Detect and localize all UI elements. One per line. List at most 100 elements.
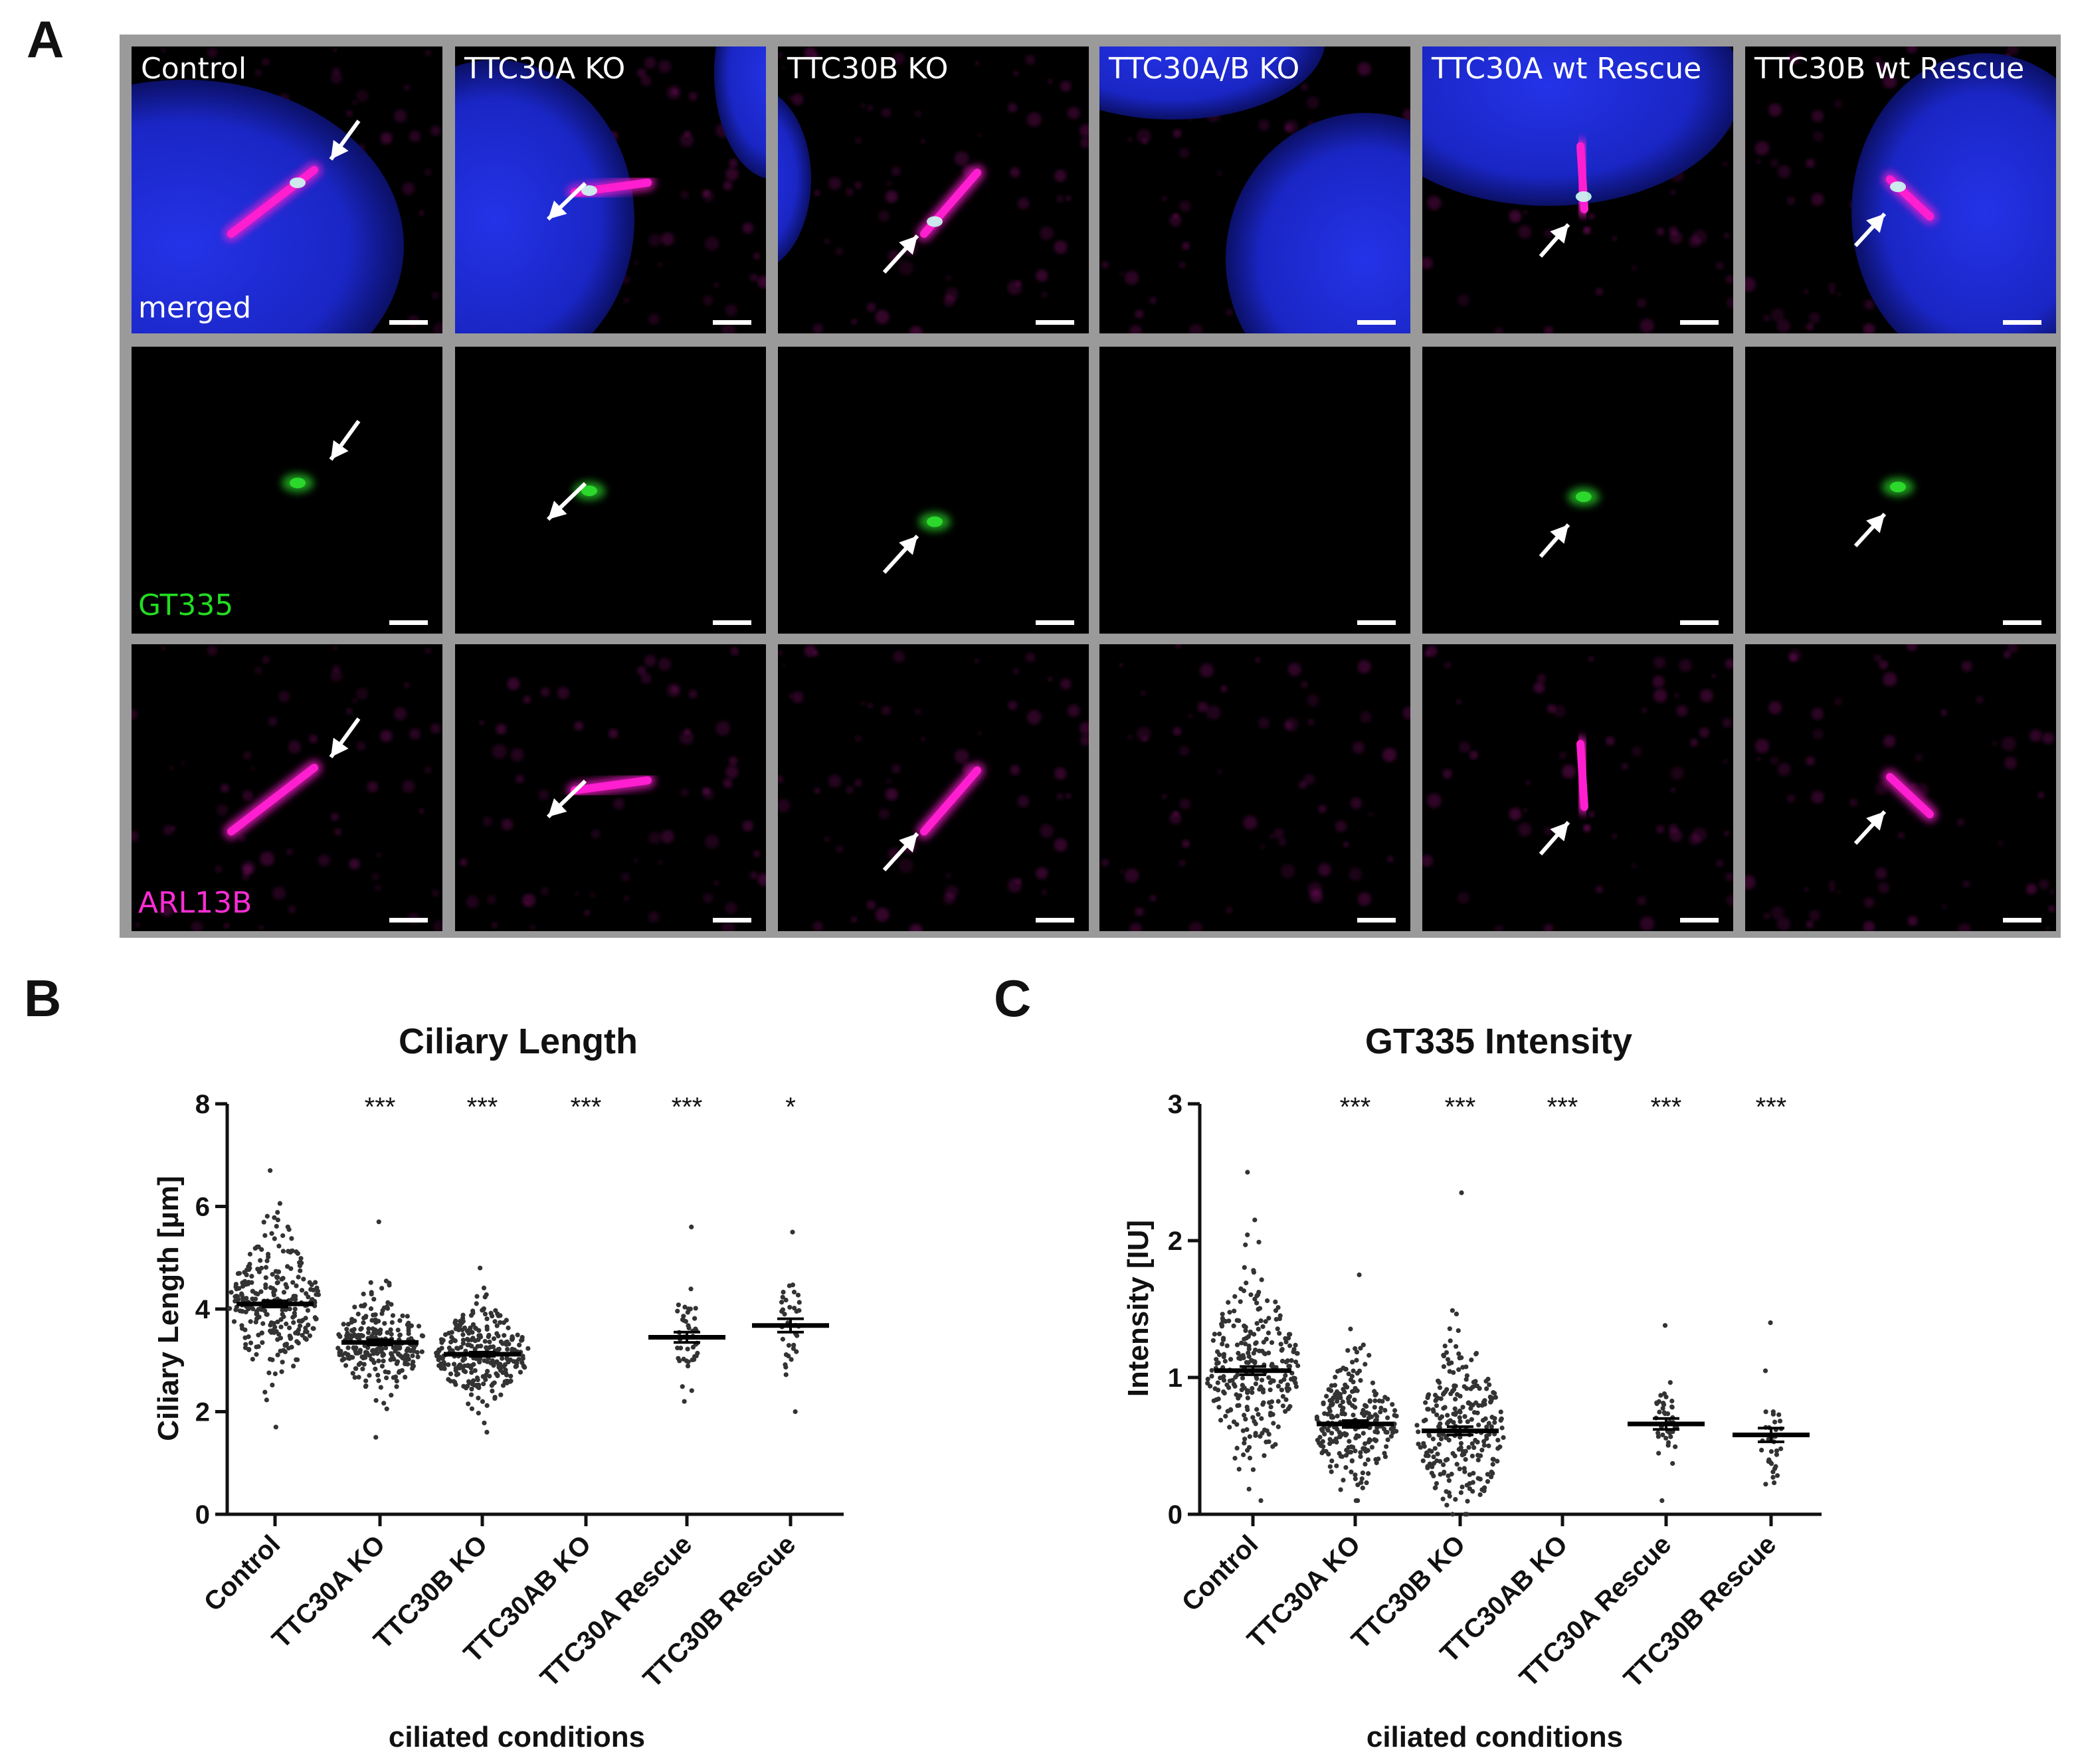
data-point bbox=[1479, 1487, 1485, 1492]
data-point bbox=[367, 1373, 372, 1378]
data-points bbox=[1314, 1272, 1399, 1503]
data-point bbox=[1240, 1353, 1246, 1358]
data-point bbox=[516, 1357, 521, 1362]
data-point bbox=[1329, 1415, 1335, 1420]
data-point bbox=[258, 1307, 264, 1312]
data-point bbox=[1343, 1366, 1349, 1372]
data-point bbox=[254, 1244, 260, 1250]
data-point bbox=[254, 1311, 260, 1316]
data-point bbox=[478, 1344, 484, 1349]
data-point bbox=[484, 1326, 490, 1332]
data-point bbox=[1332, 1383, 1338, 1388]
scale-bar bbox=[713, 320, 751, 325]
data-point bbox=[780, 1294, 785, 1300]
data-point bbox=[1270, 1444, 1275, 1449]
data-point bbox=[1264, 1298, 1270, 1304]
data-point bbox=[484, 1346, 490, 1352]
data-point bbox=[1253, 1433, 1258, 1439]
data-point bbox=[502, 1333, 507, 1338]
data-point bbox=[263, 1282, 268, 1288]
data-point bbox=[681, 1356, 686, 1362]
data-point bbox=[1242, 1323, 1247, 1328]
scale-bar bbox=[1357, 918, 1396, 923]
data-point bbox=[1444, 1387, 1450, 1392]
data-point bbox=[1768, 1320, 1773, 1326]
data-point bbox=[1464, 1373, 1469, 1378]
data-point bbox=[246, 1306, 251, 1312]
data-point bbox=[302, 1329, 308, 1334]
gt335-signal bbox=[290, 478, 306, 489]
data-point bbox=[393, 1349, 398, 1354]
data-point bbox=[693, 1326, 698, 1332]
data-point bbox=[1446, 1490, 1452, 1496]
data-point bbox=[1766, 1425, 1772, 1431]
data-point bbox=[465, 1342, 470, 1348]
image-cell bbox=[455, 644, 766, 931]
data-point bbox=[1473, 1352, 1479, 1357]
data-point bbox=[1475, 1410, 1480, 1415]
data-point bbox=[381, 1401, 387, 1406]
data-point bbox=[1287, 1364, 1293, 1369]
data-point bbox=[1477, 1453, 1483, 1458]
data-point bbox=[373, 1340, 379, 1346]
data-point bbox=[1285, 1406, 1291, 1411]
data-point bbox=[1489, 1469, 1494, 1474]
data-point bbox=[1291, 1375, 1296, 1381]
data-point bbox=[1378, 1409, 1383, 1415]
data-point bbox=[1241, 1288, 1247, 1294]
data-point bbox=[520, 1354, 525, 1359]
data-point bbox=[501, 1320, 507, 1326]
data-point bbox=[259, 1330, 264, 1336]
data-point bbox=[1252, 1332, 1257, 1337]
y-tick-label: 0 bbox=[195, 1500, 210, 1530]
data-point bbox=[259, 1305, 264, 1310]
data-point bbox=[1770, 1469, 1776, 1474]
data-point bbox=[237, 1308, 243, 1314]
data-point bbox=[376, 1378, 381, 1383]
data-point bbox=[1347, 1439, 1352, 1444]
data-point bbox=[1349, 1458, 1355, 1464]
data-point bbox=[1243, 1417, 1248, 1422]
data-point bbox=[791, 1342, 797, 1348]
data-point bbox=[398, 1353, 403, 1358]
data-point bbox=[1426, 1453, 1431, 1458]
data-point bbox=[1463, 1364, 1469, 1369]
data-point bbox=[299, 1318, 304, 1324]
data-point bbox=[1231, 1419, 1237, 1425]
data-point bbox=[1327, 1464, 1333, 1469]
data-point bbox=[496, 1365, 502, 1370]
data-point bbox=[1226, 1385, 1232, 1390]
data-point bbox=[1369, 1445, 1374, 1450]
data-point bbox=[240, 1295, 246, 1300]
data-point bbox=[1214, 1357, 1219, 1362]
data-point bbox=[1358, 1454, 1363, 1459]
data-point bbox=[1363, 1403, 1368, 1409]
data-point bbox=[1477, 1385, 1482, 1391]
data-point bbox=[381, 1305, 387, 1310]
chart-title: Ciliary Length bbox=[399, 1021, 638, 1061]
data-point bbox=[1442, 1405, 1448, 1410]
data-point bbox=[452, 1320, 458, 1326]
data-point bbox=[1768, 1460, 1773, 1465]
category-label: TTC30A KO bbox=[266, 1530, 391, 1654]
image-cell: TTC30A/B KO bbox=[1099, 46, 1410, 333]
data-point bbox=[680, 1317, 686, 1322]
data-point bbox=[1314, 1417, 1320, 1422]
colocalized-signal bbox=[290, 177, 306, 189]
data-point bbox=[474, 1356, 479, 1362]
data-point bbox=[506, 1360, 511, 1365]
significance-label: *** bbox=[1547, 1093, 1578, 1122]
data-point bbox=[351, 1326, 357, 1332]
data-point bbox=[1251, 1268, 1256, 1273]
data-point bbox=[268, 1328, 273, 1334]
data-point bbox=[335, 1346, 341, 1351]
data-point bbox=[274, 1329, 279, 1334]
data-point bbox=[312, 1303, 318, 1308]
data-point bbox=[1270, 1378, 1275, 1383]
data-point bbox=[451, 1379, 456, 1384]
data-point bbox=[280, 1233, 286, 1239]
data-point bbox=[1668, 1434, 1673, 1439]
data-point bbox=[1322, 1411, 1327, 1416]
data-point bbox=[365, 1345, 371, 1350]
